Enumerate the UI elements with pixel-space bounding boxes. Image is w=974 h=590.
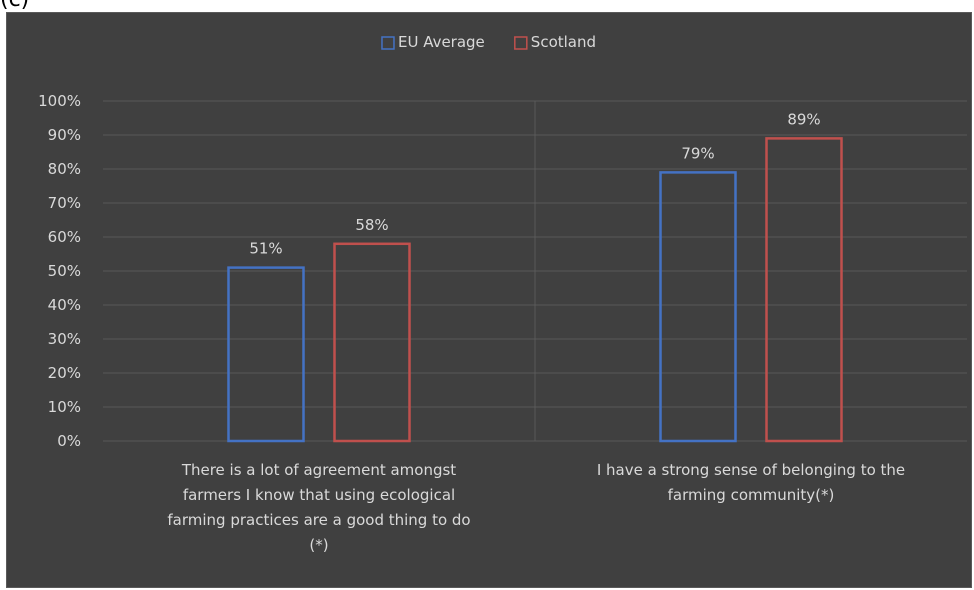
bar (659, 171, 737, 443)
category-labels: There is a lot of agreement amongst farme… (167, 461, 905, 554)
bars (227, 137, 843, 443)
category-label-line: I have a strong sense of belonging to th… (597, 461, 905, 479)
category-label: There is a lot of agreement amongst farme… (167, 461, 470, 554)
legend-swatch (514, 36, 528, 50)
data-label: 51% (249, 240, 282, 258)
y-tick-label: 30% (48, 330, 81, 348)
data-label: 79% (681, 144, 714, 162)
category-label-line: farming practices are a good thing to do (167, 511, 470, 529)
bar (333, 242, 411, 443)
y-tick-label: 60% (48, 228, 81, 246)
y-tick-label: 80% (48, 160, 81, 178)
bar (227, 266, 305, 443)
category-label-line: There is a lot of agreement amongst (181, 461, 456, 479)
category-label-line: (*) (309, 536, 328, 554)
grid-layer (103, 100, 967, 442)
category-label-line: farmers I know that using ecological (183, 486, 455, 504)
bar (765, 137, 843, 443)
legend-entry: Scotland (531, 33, 596, 51)
legend: EU Average Scotland (381, 33, 596, 51)
y-tick-label: 90% (48, 126, 81, 144)
category-label: I have a strong sense of belonging to th… (597, 461, 905, 504)
chart-frame: 0% 10% 20% 30% 40% 50% 60% 70% 80% 90% 100% 51% 58%… (6, 12, 972, 588)
category-label-line: farming community(*) (668, 486, 835, 504)
data-label: 58% (355, 216, 388, 234)
legend-swatch (381, 36, 395, 50)
data-label: 89% (787, 110, 820, 128)
y-tick-label: 10% (48, 398, 81, 416)
bar-chart: 0% 10% 20% 30% 40% 50% 60% 70% 80% 90% 100% 51% 58%… (38, 33, 967, 554)
y-tick-label: 0% (57, 432, 81, 450)
panel-label: (c) (0, 0, 29, 12)
y-tick-label: 70% (48, 194, 81, 212)
y-axis-ticks: 0% 10% 20% 30% 40% 50% 60% 70% 80% 90% 100% (38, 92, 81, 450)
data-labels: 51% 58% 79% 89% (249, 110, 820, 257)
legend-entry: EU Average (398, 33, 485, 51)
y-tick-label: 20% (48, 364, 81, 382)
y-tick-label: 40% (48, 296, 81, 314)
y-tick-label: 50% (48, 262, 81, 280)
y-tick-label: 100% (38, 92, 81, 110)
